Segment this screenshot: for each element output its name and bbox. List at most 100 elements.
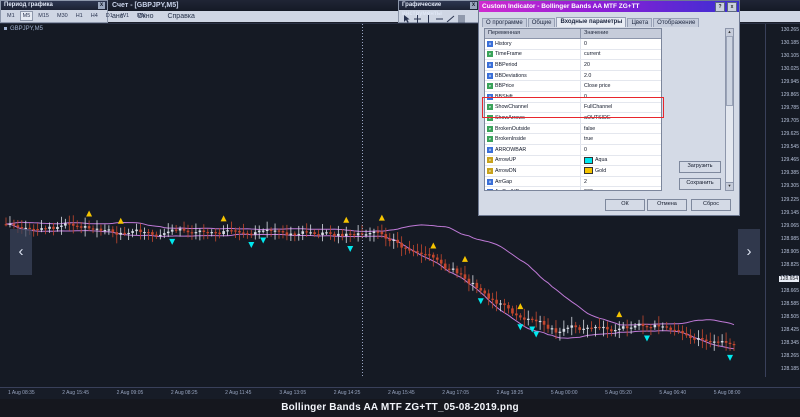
- parameter-name-cell: # BBDeviations: [485, 70, 581, 81]
- parameter-value-cell[interactable]: FullChannel: [581, 103, 661, 113]
- tab-colors[interactable]: Цвета: [627, 18, 653, 27]
- price-tick-mark: [766, 265, 769, 266]
- tab-inputs[interactable]: Входные параметры: [556, 17, 627, 27]
- period-button-m30[interactable]: M30: [56, 13, 68, 19]
- time-tick-label: 5 Aug 05:20: [605, 390, 632, 396]
- inputs-grid-body: # History 0 e TimeFrame current # BBPeriod 20 # BB…: [485, 39, 661, 190]
- inputs-grid-row[interactable]: e BBPrice Close price: [485, 81, 661, 92]
- period-button-w1[interactable]: W1: [120, 13, 130, 19]
- parameter-value-cell[interactable]: true: [581, 134, 661, 144]
- inputs-grid-row[interactable]: e ShowArrows aOUTSIDE: [485, 113, 661, 124]
- inputs-grid-row[interactable]: # BBDeviations 2.0: [485, 70, 661, 82]
- price-tick: 129.065: [780, 222, 799, 229]
- parameter-value-cell[interactable]: Close price: [581, 81, 661, 91]
- dialog-title-bar: Custom Indicator - Bollinger Bands AA MT…: [479, 1, 739, 12]
- parameter-value-cell[interactable]: Aqua: [581, 156, 661, 166]
- inputs-grid-scrollbar[interactable]: ▲ ▼: [725, 28, 734, 191]
- help-icon[interactable]: ?: [715, 2, 725, 12]
- custom-indicator-dialog[interactable]: Custom Indicator - Bollinger Bands AA MT…: [478, 0, 740, 216]
- inputs-grid[interactable]: Переменная Значение # History 0 e TimeFrame c…: [484, 28, 662, 191]
- parameter-value: Close price: [584, 83, 611, 90]
- period-button-m15[interactable]: M15: [38, 13, 49, 19]
- fibo-icon[interactable]: [457, 11, 466, 23]
- inputs-grid-row[interactable]: # ARROWBAR 0: [485, 144, 661, 156]
- price-tick-mark: [766, 69, 769, 70]
- parameter-value-cell[interactable]: 233: [581, 187, 661, 190]
- parameter-name: ShowArrows: [495, 114, 525, 121]
- tab-common[interactable]: Общие: [527, 18, 556, 27]
- inputs-grid-row[interactable]: e BrokenInside true: [485, 134, 661, 145]
- parameter-name-cell: e TimeFrame: [485, 49, 581, 60]
- inputs-grid-row[interactable]: #ArrCodUP233: [485, 187, 661, 190]
- inputs-grid-row[interactable]: e BrokenOutside false: [485, 123, 661, 135]
- chart-symbol-text: GBPJPY,M5: [10, 26, 43, 32]
- parameter-value-cell[interactable]: Gold: [581, 166, 661, 176]
- time-axis[interactable]: 1 Aug 08:35 2 Aug 15:45 2 Aug 09:05 2 Aug 0…: [0, 387, 800, 400]
- parameter-value-cell[interactable]: 0: [581, 92, 661, 102]
- menu-item-balance[interactable]: анс: [112, 13, 124, 20]
- ok-button[interactable]: ОК: [605, 199, 645, 211]
- hline-icon[interactable]: [435, 11, 444, 21]
- period-button-m1[interactable]: M1: [7, 13, 15, 19]
- period-button-h1[interactable]: H1: [75, 13, 83, 19]
- close-icon[interactable]: x: [470, 2, 477, 9]
- menu-item-window[interactable]: Окно: [137, 13, 154, 20]
- tab-visualization[interactable]: Отображение: [653, 18, 700, 27]
- parameter-value-cell[interactable]: aOUTSIDE: [581, 113, 661, 123]
- inputs-grid-row[interactable]: c ArrowUP Aqua: [485, 155, 661, 167]
- parameter-value: 0: [584, 93, 587, 100]
- symbol-dot-icon: [4, 26, 7, 30]
- int-icon: #: [487, 189, 493, 190]
- caption-filename: Bollinger Bands AA MTF ZG+TT_05-08-2019.…: [281, 402, 519, 413]
- parameter-value-cell[interactable]: 0: [581, 39, 661, 49]
- inputs-grid-row[interactable]: e TimeFrame current: [485, 49, 661, 61]
- save-button[interactable]: Сохранить: [679, 178, 721, 190]
- scroll-down-icon[interactable]: ▼: [726, 182, 733, 190]
- parameter-value: FullChannel: [584, 104, 613, 111]
- price-tick: 129.465: [780, 157, 799, 164]
- menu-item-help[interactable]: Справка: [167, 13, 195, 20]
- period-button-mn[interactable]: MN: [137, 13, 146, 19]
- time-tick-mark: [384, 388, 385, 391]
- period-button-d1[interactable]: D1: [105, 13, 113, 19]
- cursor-icon[interactable]: [402, 11, 411, 23]
- price-tick-mark: [766, 369, 769, 370]
- period-button-m5[interactable]: M5: [19, 11, 34, 21]
- trendline-icon[interactable]: [446, 11, 455, 23]
- parameter-value-cell[interactable]: 2.0: [581, 71, 661, 81]
- parameter-value-cell[interactable]: 0: [581, 145, 661, 155]
- inputs-grid-header: Переменная Значение: [485, 29, 661, 39]
- inputs-grid-row[interactable]: e ShowChannel FullChannel: [485, 102, 661, 114]
- price-scale[interactable]: 130.265 130.185 130.105 130.025 129.945 129.8…: [765, 24, 800, 377]
- close-icon[interactable]: x: [727, 2, 737, 12]
- parameter-value: 0: [584, 146, 587, 153]
- parameter-value-cell[interactable]: false: [581, 124, 661, 134]
- scrollbar-thumb[interactable]: [726, 36, 733, 106]
- crosshair-icon[interactable]: [413, 11, 422, 23]
- inputs-grid-row[interactable]: # BBPeriod 20: [485, 60, 661, 71]
- price-tick: 129.785: [780, 105, 799, 112]
- inputs-grid-row[interactable]: # History 0: [485, 39, 661, 50]
- inputs-grid-row[interactable]: c ArrowDN Gold: [485, 166, 661, 177]
- period-button-h4[interactable]: H4: [90, 13, 98, 19]
- tab-about[interactable]: О программе: [482, 18, 527, 27]
- cancel-button[interactable]: Отмена: [647, 199, 687, 211]
- parameter-value-cell[interactable]: 20: [581, 60, 661, 70]
- time-tick-mark: [330, 388, 331, 391]
- load-button[interactable]: Загрузить: [679, 161, 721, 173]
- inputs-grid-row[interactable]: # ArrGap 2: [485, 176, 661, 188]
- price-tick: 129.385: [780, 170, 799, 177]
- inputs-grid-row[interactable]: # BBShift 0: [485, 91, 661, 103]
- chart-period-buttons: M1 M5 M15 M30 H1 H4 D1 W1 MN: [1, 10, 146, 22]
- close-icon[interactable]: x: [98, 2, 105, 9]
- parameter-value-cell[interactable]: 2: [581, 177, 661, 187]
- reset-button[interactable]: Сброс: [691, 199, 731, 211]
- vline-icon[interactable]: [424, 11, 433, 23]
- scroll-right-button[interactable]: ›: [738, 229, 760, 275]
- parameter-value-cell[interactable]: current: [581, 50, 661, 60]
- price-tick-mark: [766, 56, 769, 57]
- price-tick-mark: [766, 239, 769, 240]
- time-tick-mark: [601, 388, 602, 391]
- price-tick: 128.185: [780, 366, 799, 372]
- scroll-left-button[interactable]: ‹: [10, 229, 32, 275]
